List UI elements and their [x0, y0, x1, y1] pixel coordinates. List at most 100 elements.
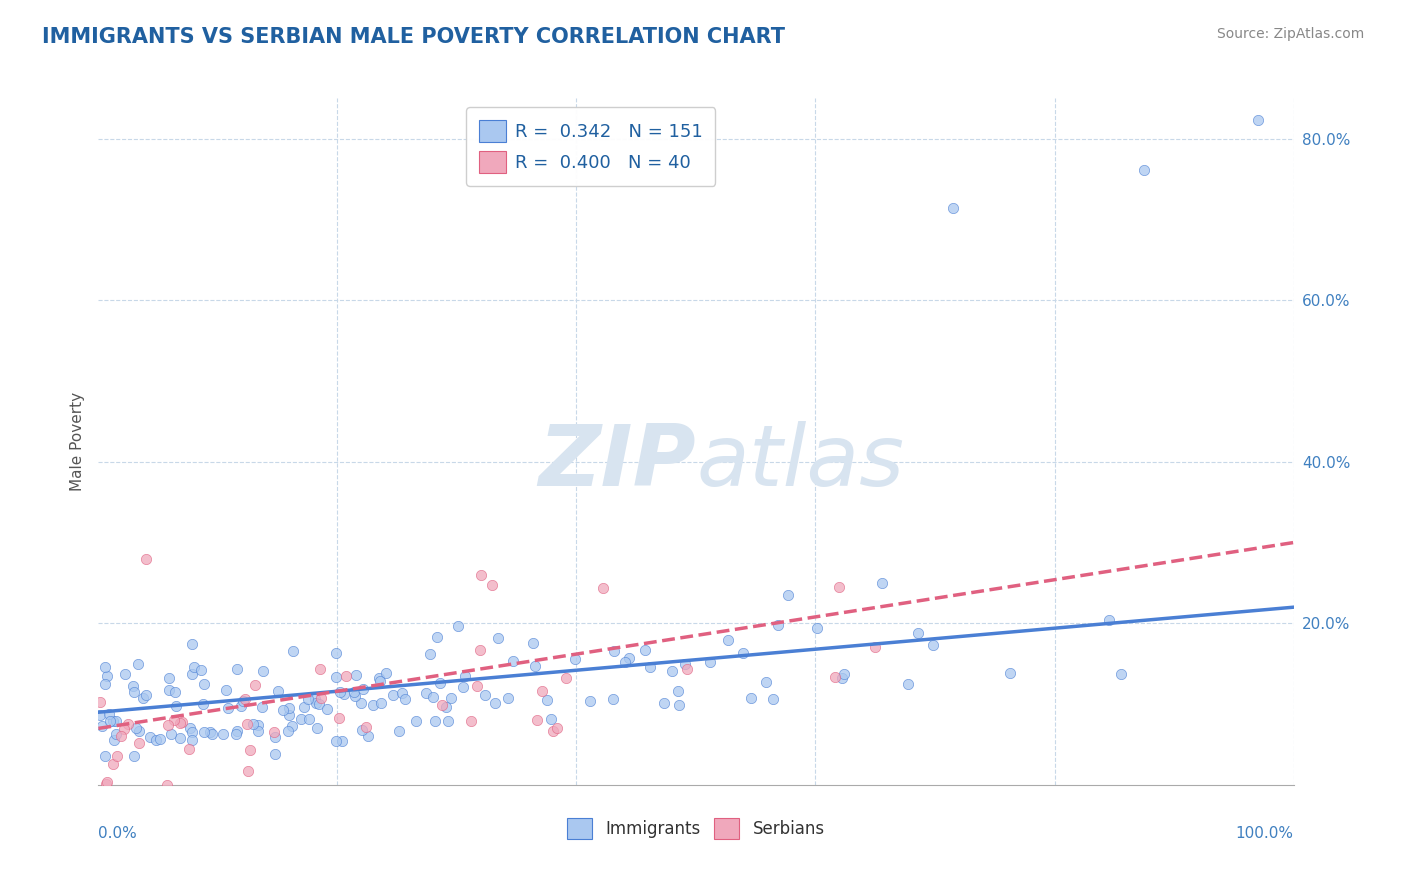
- Point: [350, 696, 373, 710]
- Point: [135, 551, 157, 566]
- Point: [766, 618, 789, 632]
- Point: [370, 696, 392, 710]
- Point: [762, 692, 785, 706]
- Point: [352, 723, 374, 737]
- Point: [149, 731, 172, 746]
- Point: [613, 656, 636, 670]
- Point: [394, 692, 416, 706]
- Point: [304, 691, 326, 706]
- Point: [103, 733, 125, 747]
- Point: [225, 727, 247, 741]
- Point: [422, 690, 444, 705]
- Point: [127, 657, 149, 671]
- Point: [271, 703, 294, 717]
- Point: [91, 719, 114, 733]
- Text: 0.0%: 0.0%: [98, 826, 138, 841]
- Point: [602, 692, 624, 706]
- Point: [124, 749, 146, 764]
- Point: [245, 678, 267, 692]
- Point: [335, 668, 357, 682]
- Point: [232, 694, 254, 708]
- Point: [430, 698, 453, 713]
- Point: [226, 724, 249, 739]
- Point: [94, 677, 117, 691]
- Point: [101, 714, 124, 728]
- Point: [481, 578, 503, 592]
- Point: [292, 700, 315, 714]
- Point: [96, 669, 118, 683]
- Point: [333, 687, 356, 701]
- Point: [555, 671, 578, 685]
- Point: [190, 663, 212, 677]
- Point: [353, 681, 375, 696]
- Point: [157, 671, 180, 685]
- Point: [94, 777, 117, 791]
- Point: [308, 697, 330, 711]
- Point: [832, 667, 855, 681]
- Point: [263, 747, 285, 761]
- Point: [169, 731, 191, 745]
- Legend: Immigrants, Serbians: Immigrants, Serbians: [561, 812, 831, 846]
- Point: [357, 729, 380, 743]
- Point: [325, 734, 347, 748]
- Point: [238, 743, 260, 757]
- Point: [423, 714, 446, 729]
- Point: [419, 647, 441, 661]
- Point: [183, 660, 205, 674]
- Point: [374, 665, 396, 680]
- Point: [170, 715, 193, 730]
- Point: [112, 722, 135, 736]
- Point: [468, 643, 491, 657]
- Point: [434, 700, 457, 714]
- Point: [114, 667, 136, 681]
- Point: [235, 691, 257, 706]
- Point: [250, 700, 273, 714]
- Point: [198, 725, 221, 739]
- Point: [1133, 163, 1156, 178]
- Point: [673, 657, 696, 672]
- Point: [267, 684, 290, 698]
- Point: [125, 721, 148, 735]
- Point: [676, 662, 699, 676]
- Point: [309, 691, 332, 706]
- Point: [325, 670, 347, 684]
- Point: [451, 680, 474, 694]
- Point: [454, 669, 477, 683]
- Point: [368, 672, 391, 686]
- Text: IMMIGRANTS VS SERBIAN MALE POVERTY CORRELATION CHART: IMMIGRANTS VS SERBIAN MALE POVERTY CORRE…: [42, 27, 785, 46]
- Point: [278, 700, 301, 714]
- Point: [1247, 113, 1270, 128]
- Point: [344, 689, 367, 703]
- Point: [415, 686, 437, 700]
- Point: [98, 714, 121, 728]
- Point: [252, 664, 274, 678]
- Point: [157, 682, 180, 697]
- Point: [328, 711, 350, 725]
- Point: [305, 721, 328, 735]
- Point: [330, 734, 353, 748]
- Point: [429, 676, 451, 690]
- Point: [536, 693, 558, 707]
- Text: ZIP: ZIP: [538, 421, 696, 504]
- Point: [105, 748, 128, 763]
- Point: [361, 698, 384, 712]
- Point: [578, 694, 600, 708]
- Point: [564, 652, 586, 666]
- Text: Source: ZipAtlas.com: Source: ZipAtlas.com: [1216, 27, 1364, 41]
- Point: [465, 679, 488, 693]
- Point: [179, 721, 201, 735]
- Point: [666, 683, 689, 698]
- Point: [546, 721, 568, 735]
- Point: [717, 633, 740, 648]
- Point: [426, 630, 449, 644]
- Point: [193, 697, 215, 711]
- Point: [824, 669, 846, 683]
- Point: [870, 575, 893, 590]
- Point: [96, 775, 118, 789]
- Point: [740, 690, 762, 705]
- Point: [907, 625, 929, 640]
- Point: [290, 712, 312, 726]
- Point: [305, 697, 328, 711]
- Point: [897, 676, 920, 690]
- Point: [942, 201, 965, 215]
